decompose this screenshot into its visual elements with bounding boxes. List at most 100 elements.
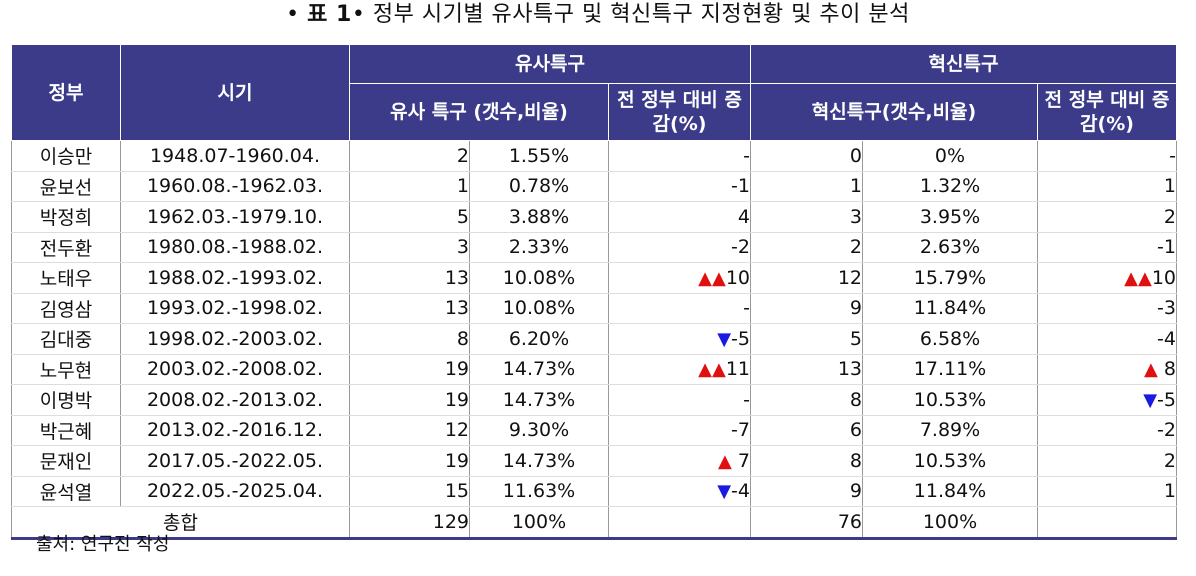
- table-row: 김대중 1998.02.-2003.02. 8 6.20% ▼-5 5 6.58% -4: [11, 323, 1177, 355]
- gov-cell: 이승만: [11, 140, 121, 172]
- g2-count-cell: 13: [750, 353, 863, 385]
- g2-count-cell: 12: [750, 262, 863, 294]
- g1-change-value: -5: [731, 327, 750, 350]
- g2-count-cell: 9: [750, 475, 863, 507]
- header-period: 시기: [120, 44, 350, 141]
- g1-percent-cell: 14.73%: [469, 353, 609, 385]
- total-label: 총합: [11, 506, 350, 540]
- g1-change-cell: -1: [608, 170, 751, 202]
- period-cell: 1948.07-1960.04.: [120, 140, 350, 172]
- header-g2-count: 혁신특구(갯수,비율): [750, 83, 1038, 141]
- g2-change-value: -3: [1157, 297, 1176, 320]
- g1-count-cell: 19: [349, 445, 470, 477]
- g1-count-cell: 1: [349, 170, 470, 202]
- table-row: 이승만 1948.07-1960.04. 2 1.55% -0 0% -: [11, 140, 1177, 172]
- g1-change-cell: -: [608, 140, 751, 172]
- period-cell: 1960.08.-1962.03.: [120, 170, 350, 202]
- total-g1-percent: 100%: [469, 506, 609, 540]
- down-arrow-icon: ▼: [1143, 389, 1158, 411]
- g1-percent-cell: 14.73%: [469, 445, 609, 477]
- g1-change-cell: -2: [608, 231, 751, 263]
- g2-percent-cell: 10.53%: [862, 445, 1038, 477]
- table-row: 문재인 2017.05.-2022.05. 19 14.73% ▲ 7 8 10.53% 2: [11, 445, 1177, 477]
- g1-percent-cell: 1.55%: [469, 140, 609, 172]
- g1-count-cell: 2: [349, 140, 470, 172]
- down-arrow-icon: ▼: [717, 481, 732, 503]
- up-arrow-icon: ▲: [718, 450, 732, 472]
- g1-change-cell: 4: [608, 201, 751, 233]
- g2-change-value: -2: [1157, 419, 1176, 442]
- gov-cell: 문재인: [11, 445, 121, 477]
- g1-change-value: -2: [731, 236, 750, 259]
- period-cell: 1980.08.-1988.02.: [120, 231, 350, 263]
- g2-count-cell: 2: [750, 231, 863, 263]
- g2-change-value: 1: [1163, 175, 1176, 198]
- g2-percent-cell: 0%: [862, 140, 1038, 172]
- g1-percent-cell: 10.08%: [469, 262, 609, 294]
- total-g1-change: [608, 506, 751, 540]
- g2-change-value: 2: [1163, 205, 1176, 228]
- g2-change-value: 8: [1157, 358, 1176, 381]
- g1-change-value: -: [743, 388, 750, 411]
- gov-cell: 전두환: [11, 231, 121, 263]
- g2-change-value: 1: [1163, 480, 1176, 503]
- g2-count-cell: 8: [750, 445, 863, 477]
- gov-cell: 박정희: [11, 201, 121, 233]
- period-cell: 1988.02.-1993.02.: [120, 262, 350, 294]
- gov-cell: 김대중: [11, 323, 121, 355]
- g1-percent-cell: 3.88%: [469, 201, 609, 233]
- g1-change-value: -: [743, 297, 750, 320]
- g2-percent-cell: 6.58%: [862, 323, 1038, 355]
- g2-change-cell: ▲ 8: [1037, 353, 1177, 385]
- g1-change-value: 7: [731, 449, 750, 472]
- g2-change-cell: 1: [1037, 170, 1177, 202]
- gov-cell: 노태우: [11, 262, 121, 294]
- g2-change-value: 10: [1151, 266, 1176, 289]
- table-title: • 표 1• 정부 시기별 유사특구 및 혁신특구 지정현황 및 추이 분석: [0, 0, 1196, 34]
- g2-change-cell: -2: [1037, 414, 1177, 446]
- table-row: 박정희 1962.03.-1979.10. 5 3.88% 4 3 3.95% 2: [11, 201, 1177, 233]
- g2-change-cell: ▲▲10: [1037, 262, 1177, 294]
- g1-count-cell: 13: [349, 262, 470, 294]
- g2-change-cell: -4: [1037, 323, 1177, 355]
- g1-change-cell: -7: [608, 414, 751, 446]
- g1-change-value: -: [743, 144, 750, 167]
- header-g2-change: 전 정부 대비 증감(%): [1037, 83, 1177, 141]
- g2-percent-cell: 10.53%: [862, 384, 1038, 416]
- g2-count-cell: 9: [750, 292, 863, 324]
- table-row: 이명박 2008.02.-2013.02. 19 14.73% -8 10.53% ▼-5: [11, 384, 1177, 416]
- g2-percent-cell: 1.32%: [862, 170, 1038, 202]
- total-g2-change: [1037, 506, 1177, 540]
- header-group-similar: 유사특구: [349, 44, 751, 84]
- period-cell: 2013.02.-2016.12.: [120, 414, 350, 446]
- title-text: 정부 시기별 유사특구 및 혁신특구 지정현황 및 추이 분석: [372, 2, 910, 27]
- g1-count-cell: 5: [349, 201, 470, 233]
- title-label: 표 1: [307, 2, 352, 27]
- table-row: 윤보선 1960.08.-1962.03. 1 0.78% -1 1 1.32% 1: [11, 170, 1177, 202]
- g2-change-value: -5: [1157, 388, 1176, 411]
- table-row: 박근혜 2013.02.-2016.12. 12 9.30% -7 6 7.89% -2: [11, 414, 1177, 446]
- header-gov: 정부: [11, 44, 121, 141]
- g1-count-cell: 19: [349, 384, 470, 416]
- g1-percent-cell: 6.20%: [469, 323, 609, 355]
- up-arrow-icon: ▲▲: [698, 359, 726, 381]
- gov-cell: 박근혜: [11, 414, 121, 446]
- table-row: 전두환 1980.08.-1988.02. 3 2.33% -2 2 2.63% -1: [11, 231, 1177, 263]
- g2-percent-cell: 17.11%: [862, 353, 1038, 385]
- g2-count-cell: 6: [750, 414, 863, 446]
- total-g2-count: 76: [750, 506, 863, 540]
- g1-percent-cell: 0.78%: [469, 170, 609, 202]
- g1-count-cell: 3: [349, 231, 470, 263]
- g1-change-cell: ▲▲10: [608, 262, 751, 294]
- table-row: 노태우 1988.02.-1993.02. 13 10.08% ▲▲10 12 15.79%…: [11, 262, 1177, 294]
- g2-percent-cell: 3.95%: [862, 201, 1038, 233]
- period-cell: 2003.02.-2008.02.: [120, 353, 350, 385]
- gov-cell: 김영삼: [11, 292, 121, 324]
- g1-change-value: 4: [737, 205, 750, 228]
- g2-change-cell: 1: [1037, 475, 1177, 507]
- period-cell: 2008.02.-2013.02.: [120, 384, 350, 416]
- g1-change-value: 11: [725, 358, 750, 381]
- table-row: 김영삼 1993.02.-1998.02. 13 10.08% -9 11.84% -3: [11, 292, 1177, 324]
- g1-change-cell: ▼-5: [608, 323, 751, 355]
- gov-cell: 노무현: [11, 353, 121, 385]
